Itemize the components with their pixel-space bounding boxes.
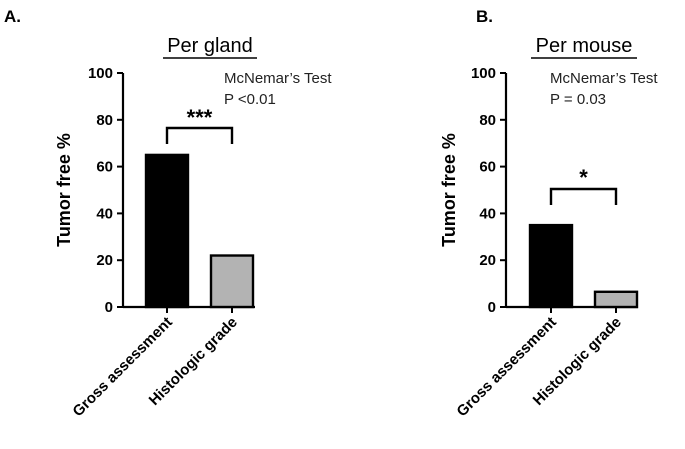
panel-label: B. [476,7,493,26]
y-axis-label: Tumor free % [439,133,459,247]
panel-a: A. Per gland Tumor free % McNemar’s Test… [4,7,332,420]
y-tick-label: 60 [96,159,113,176]
chart-title: Per gland [167,35,253,57]
y-tick-label: 40 [479,205,496,222]
stat-test-label: McNemar’s Test [550,70,658,87]
stat-test-label: McNemar’s Test [224,70,332,87]
bar-histologic-grade [209,254,255,309]
y-tick-label: 100 [88,65,113,82]
y-tick-label: 20 [479,252,496,269]
bar-gross-assessment [528,223,574,309]
bar-histologic-grade [593,290,639,309]
stat-p-value: P = 0.03 [550,91,606,108]
y-tick-label: 0 [488,299,496,316]
stat-p-value: P <0.01 [224,91,276,108]
y-tick-label: 60 [479,159,496,176]
significance-bracket [549,187,618,205]
panel-b: B. Per mouse Tumor free % McNemar’s Test… [439,7,658,420]
y-tick-label: 0 [105,299,113,316]
chart-title: Per mouse [536,35,633,57]
y-tick-label: 100 [471,65,496,82]
panel-label: A. [4,7,21,26]
significance-bracket [165,126,234,144]
y-axis-label: Tumor free % [54,133,74,247]
y-tick-label: 40 [96,205,113,222]
bar-gross-assessment [144,153,190,309]
y-tick-label: 80 [479,112,496,129]
significance-star: * [579,165,588,190]
y-tick-label: 80 [96,112,113,129]
y-tick-label: 20 [96,252,113,269]
significance-stars: *** [187,105,213,130]
